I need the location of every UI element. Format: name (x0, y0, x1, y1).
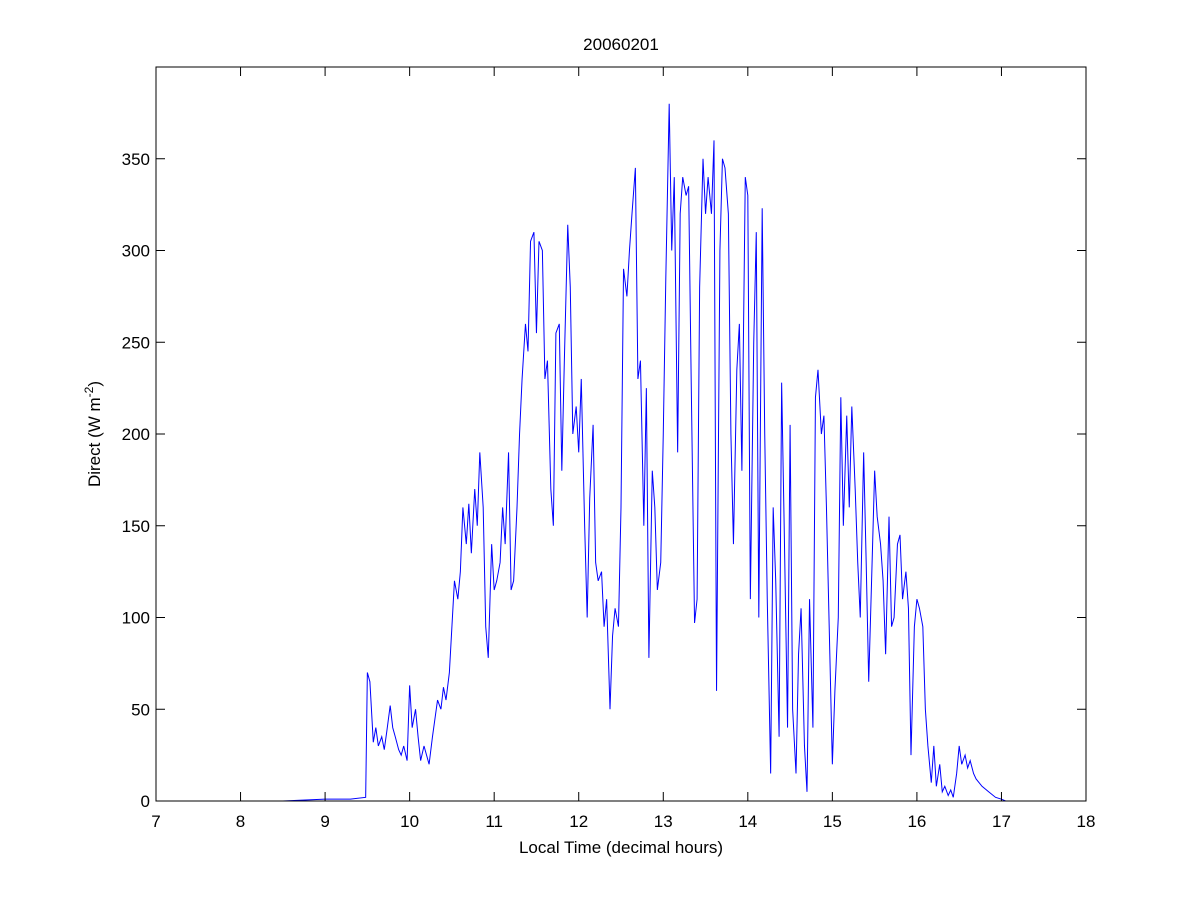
x-tick-label: 14 (738, 812, 757, 831)
y-label-text: ) (85, 381, 104, 387)
y-tick-label: 150 (122, 517, 150, 536)
y-tick-label: 50 (131, 700, 150, 719)
x-tick-label: 7 (151, 812, 160, 831)
x-tick-label: 16 (907, 812, 926, 831)
y-tick-label: 250 (122, 333, 150, 352)
x-tick-label: 13 (654, 812, 673, 831)
x-tick-label: 17 (992, 812, 1011, 831)
y-tick-label: 300 (122, 242, 150, 261)
x-tick-label: 10 (400, 812, 419, 831)
x-tick-label: 9 (320, 812, 329, 831)
x-tick-label: 18 (1077, 812, 1096, 831)
chart-title: 20060201 (583, 35, 659, 54)
y-tick-label: 350 (122, 150, 150, 169)
y-label-superscript: -2 (82, 386, 96, 397)
y-axis-label: Direct (W m-2) (82, 381, 104, 487)
y-label-text: Direct (W m (85, 397, 104, 487)
data-line (212, 103, 1006, 802)
x-tick-label: 8 (236, 812, 245, 831)
x-tick-label: 11 (485, 812, 503, 831)
y-tick-label: 0 (141, 792, 150, 811)
x-tick-label: 12 (569, 812, 588, 831)
y-tick-label: 200 (122, 425, 150, 444)
x-tick-label: 15 (823, 812, 842, 831)
x-axis-label: Local Time (decimal hours) (519, 838, 723, 857)
y-tick-label: 100 (122, 609, 150, 628)
